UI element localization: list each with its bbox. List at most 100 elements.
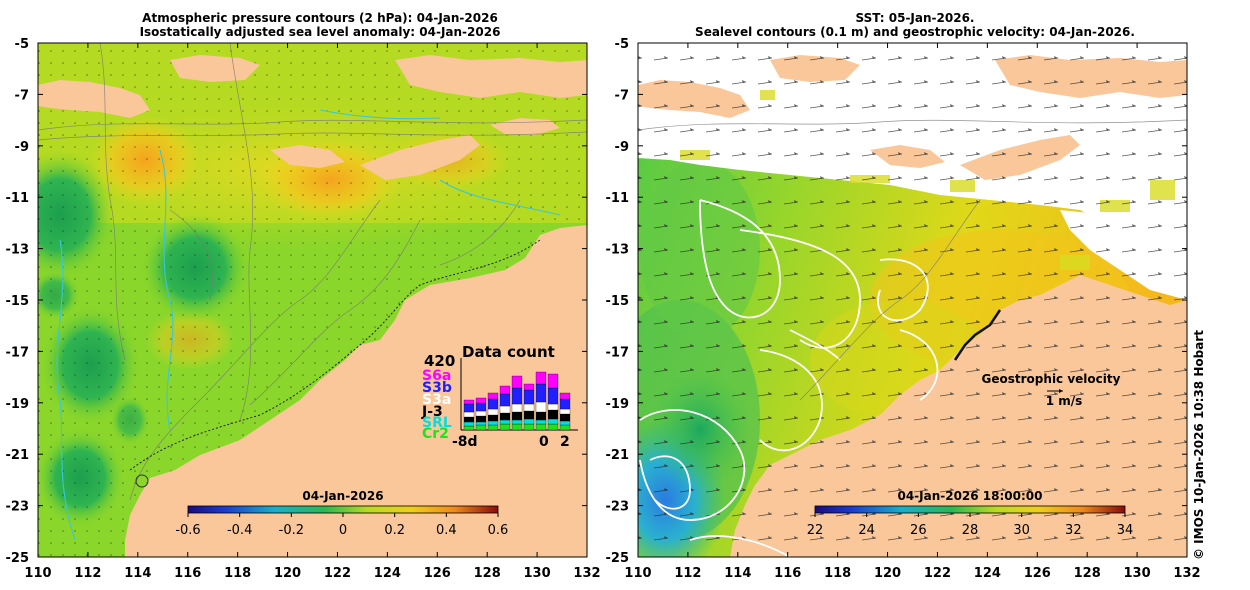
data-count-bar-segment (523, 423, 535, 431)
data-count-bar-segment (511, 387, 523, 405)
left-colorbar-tick: -0.6 (175, 523, 200, 538)
data-count-bar-segment (511, 403, 523, 413)
left-ytick-label: -21 (6, 448, 30, 463)
right-ytick-label: -11 (606, 191, 630, 206)
data-count-bar-segment (463, 421, 475, 427)
right-xtick-label: 122 (924, 566, 951, 581)
right-xtick-label: 110 (624, 566, 651, 581)
data-count-bar-segment (475, 421, 487, 426)
left-xtick-label: 128 (474, 566, 501, 581)
data-count-bar-segment (535, 411, 547, 421)
mission-label-cr2: Cr2 (422, 426, 449, 442)
left-title: Atmospheric pressure contours (2 hPa): 0… (40, 11, 600, 39)
data-count-bar-segment (535, 401, 547, 413)
data-count-bar-segment (559, 408, 571, 415)
data-count-bar-segment (499, 385, 511, 395)
velocity-legend: Geostrophic velocity 1 m/s (982, 372, 1121, 408)
right-xtick-label: 126 (1024, 566, 1051, 581)
data-count-bar-segment (559, 392, 571, 400)
data-count-bar-segment (523, 389, 535, 405)
data-count-bar-segment (559, 424, 571, 431)
data-count-bar-segment (559, 398, 571, 410)
credit-text: © IMOS 10-Jan-2026 10:38 Hobart (1192, 330, 1206, 560)
left-colorbar-tick: 0.6 (488, 523, 509, 538)
data-count-bar-segment (487, 420, 499, 426)
data-count-bar-segment (547, 418, 559, 425)
left-ytick-label: -11 (6, 191, 30, 206)
right-xtick-label: 112 (674, 566, 701, 581)
data-count-bar-segment (535, 423, 547, 431)
data-count-bar-segment (523, 418, 535, 425)
data-count-bar-segment (487, 392, 499, 400)
right-colorbar-tick: 24 (858, 523, 875, 538)
data-count-bar-segment (547, 409, 559, 420)
data-count-bar-segment (511, 375, 523, 389)
mission-label-s6a: S6a (422, 368, 451, 384)
left-ytick-label: -23 (6, 500, 30, 515)
left-colorbar-tick: -0.2 (279, 523, 304, 538)
data-count-bar-segment (499, 412, 511, 421)
left-colorbar-date: 04-Jan-2026 (302, 489, 383, 503)
data-count-bar-segment (547, 423, 559, 431)
data-count-bar-segment (511, 423, 523, 431)
left-xtick-label: 122 (324, 566, 351, 581)
left-xtick-label: 120 (274, 566, 301, 581)
right-colorbar-tick: 22 (807, 523, 824, 538)
right-xtick-label: 118 (824, 566, 851, 581)
left-xtick-label: 126 (424, 566, 451, 581)
data-count-bar-segment (487, 398, 499, 410)
right-ytick-label: -7 (615, 88, 629, 103)
right-title-line2: Sealevel contours (0.1 m) and geostrophi… (695, 25, 1135, 39)
right-xtick-label: 114 (724, 566, 751, 581)
right-title: SST: 05-Jan-2026. Sealevel contours (0.1… (630, 11, 1200, 39)
data-count-max: 420 (424, 352, 455, 370)
data-count-bar-segment (475, 397, 487, 404)
left-map (38, 43, 587, 557)
right-ytick-label: -13 (606, 243, 630, 258)
data-count-bar-segment (547, 373, 559, 389)
data-count-bar-segment (559, 413, 571, 422)
right-map (638, 43, 1187, 557)
left-ytick-label: -25 (6, 551, 30, 566)
left-ytick-label: -17 (6, 345, 30, 360)
mission-label-s3b: S3b (422, 380, 452, 396)
right-ytick-label: -5 (615, 37, 629, 52)
data-count-bar-segment (475, 410, 487, 417)
left-xtick-label: 116 (174, 566, 201, 581)
right-colorbar-date: 04-Jan-2026 18:00:00 (897, 489, 1042, 503)
data-count-bar-segment (463, 403, 475, 413)
data-count-bar-segment (487, 414, 499, 422)
left-xtick-label: 130 (524, 566, 551, 581)
data-count-bar-segment (463, 425, 475, 431)
data-count-bar-segment (511, 419, 523, 425)
data-count-bar-segment (499, 405, 511, 414)
right-ytick-label: -17 (606, 345, 630, 360)
left-ytick-label: -13 (6, 243, 30, 258)
mission-label-srl: SRL (422, 415, 452, 431)
mission-label-j-3: J-3 (421, 404, 443, 420)
data-count-bar-segment (511, 411, 523, 421)
left-title-line2: Isostatically adjusted sea level anomaly… (139, 25, 501, 39)
left-colorbar-tick: 0 (339, 523, 347, 538)
data-count-bar-segment (535, 371, 547, 385)
right-colorbar-tick: 32 (1065, 523, 1082, 538)
right-ytick-label: -19 (606, 397, 630, 412)
data-count-bar-segment (523, 403, 535, 412)
data-count-bar-segment (475, 415, 487, 423)
data-count-x-mid: 0 (539, 434, 549, 450)
right-ytick-label: -21 (606, 448, 630, 463)
right-ytick-label: -25 (606, 551, 630, 566)
left-ytick-label: -9 (15, 140, 29, 155)
left-xtick-label: 110 (24, 566, 51, 581)
right-xtick-label: 132 (1173, 566, 1200, 581)
left-colorbar-tick: 0.2 (384, 523, 405, 538)
left-title-line1: Atmospheric pressure contours (2 hPa): 0… (142, 11, 498, 25)
data-count-bar-segment (487, 424, 499, 431)
left-xtick-label: 132 (573, 566, 600, 581)
data-count-bar-segment (535, 419, 547, 425)
right-colorbar-tick: 30 (1013, 523, 1030, 538)
left-ytick-label: -15 (6, 294, 30, 309)
left-colorbar-tick: 0.4 (436, 523, 457, 538)
data-count-bar-segment (499, 393, 511, 407)
